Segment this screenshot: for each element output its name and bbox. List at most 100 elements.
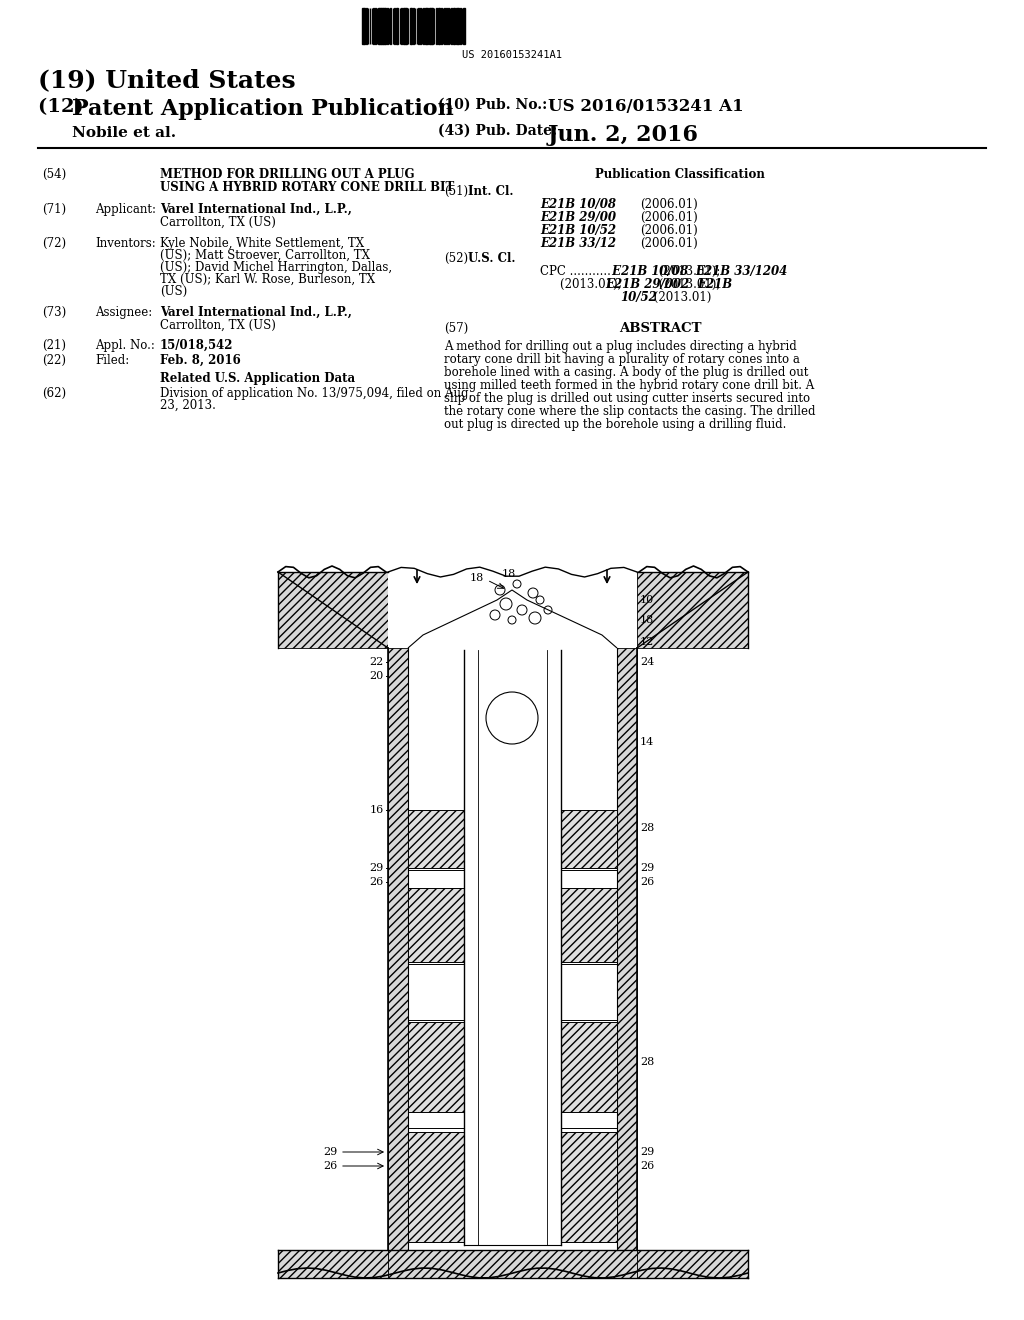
Text: rotary cone drill bit having a plurality of rotary cones into a: rotary cone drill bit having a plurality… [444,352,800,366]
Text: Feb. 8, 2016: Feb. 8, 2016 [160,354,241,367]
Text: Varel International Ind., L.P.,: Varel International Ind., L.P., [160,306,352,319]
Polygon shape [637,572,748,648]
Text: (51): (51) [444,185,468,198]
Bar [456,8,458,44]
Text: (US); David Michel Harrington, Dallas,: (US); David Michel Harrington, Dallas, [160,261,392,275]
Text: U.S. Cl.: U.S. Cl. [468,252,515,265]
Bar [426,8,428,44]
Text: (73): (73) [42,306,67,319]
Text: the rotary cone where the slip contacts the casing. The drilled: the rotary cone where the slip contacts … [444,405,815,418]
Text: ABSTRACT: ABSTRACT [618,322,701,335]
Text: (54): (54) [42,168,67,181]
Bar [373,8,374,44]
Text: TX (US); Karl W. Rose, Burleson, TX: TX (US); Karl W. Rose, Burleson, TX [160,273,375,286]
Text: (21): (21) [42,339,66,352]
Text: US 2016/0153241 A1: US 2016/0153241 A1 [548,98,743,115]
Text: 10: 10 [640,595,654,605]
Text: Related U.S. Application Data: Related U.S. Application Data [160,372,355,385]
Text: E21B 33/12: E21B 33/12 [540,238,616,249]
Text: E21B 10/52: E21B 10/52 [540,224,616,238]
Text: Jun. 2, 2016: Jun. 2, 2016 [548,124,699,147]
Text: 29: 29 [324,1147,338,1158]
Bar [394,8,395,44]
Polygon shape [408,648,617,1250]
Bar [404,8,406,44]
Text: (62): (62) [42,387,67,400]
Polygon shape [617,648,637,1250]
Text: (2006.01): (2006.01) [640,211,697,224]
Text: 26: 26 [640,1162,654,1171]
Text: Patent Application Publication: Patent Application Publication [72,98,454,120]
Bar [447,8,449,44]
Text: (US): (US) [160,285,187,298]
Polygon shape [408,888,464,962]
Bar [430,8,431,44]
Bar [432,8,433,44]
Text: 16: 16 [370,805,384,814]
Text: slip of the plug is drilled out using cutter inserts secured into: slip of the plug is drilled out using cu… [444,392,810,405]
Text: 15/018,542: 15/018,542 [160,339,233,352]
Text: Kyle Nobile, White Settlement, TX: Kyle Nobile, White Settlement, TX [160,238,365,249]
Text: (2006.01): (2006.01) [640,224,697,238]
Text: Filed:: Filed: [95,354,129,367]
Text: (43) Pub. Date:: (43) Pub. Date: [438,124,557,139]
Text: 29: 29 [640,863,654,873]
Text: (72): (72) [42,238,67,249]
Bar [381,8,383,44]
Text: (US); Matt Stroever, Carrollton, TX: (US); Matt Stroever, Carrollton, TX [160,249,370,261]
Bar [420,8,421,44]
Polygon shape [561,1022,617,1111]
Bar [445,8,447,44]
Text: USING A HYBRID ROTARY CONE DRILL BIT: USING A HYBRID ROTARY CONE DRILL BIT [160,181,455,194]
Text: 24: 24 [640,657,654,667]
Bar [418,8,420,44]
Polygon shape [637,1250,748,1278]
Text: out plug is directed up the borehole using a drilling fluid.: out plug is directed up the borehole usi… [444,418,786,432]
Text: Applicant:: Applicant: [95,203,156,216]
Polygon shape [408,810,464,869]
Text: 26: 26 [324,1162,338,1171]
Bar [412,8,413,44]
Text: CPC ...........: CPC ........... [540,265,611,279]
Text: Carrollton, TX (US): Carrollton, TX (US) [160,216,275,228]
Text: E21B 10/08: E21B 10/08 [540,198,616,211]
Polygon shape [408,1022,464,1111]
Bar [383,8,385,44]
Text: US 20160153241A1: US 20160153241A1 [462,50,562,59]
Polygon shape [561,888,617,962]
Bar [390,8,391,44]
Text: METHOD FOR DRILLING OUT A PLUG: METHOD FOR DRILLING OUT A PLUG [160,168,415,181]
Text: (19) United States: (19) United States [38,69,296,92]
Text: 26: 26 [640,876,654,887]
Text: borehole lined with a casing. A body of the plug is drilled out: borehole lined with a casing. A body of … [444,366,808,379]
Text: (10) Pub. No.:: (10) Pub. No.: [438,98,547,112]
Polygon shape [388,1250,637,1278]
Text: 23, 2013.: 23, 2013. [160,399,216,412]
Text: Inventors:: Inventors: [95,238,156,249]
Text: E21B 10/08: E21B 10/08 [608,265,688,279]
Text: using milled teeth formed in the hybrid rotary cone drill bit. A: using milled teeth formed in the hybrid … [444,379,814,392]
Text: E21B 33/1204: E21B 33/1204 [695,265,787,279]
Text: A method for drilling out a plug includes directing a hybrid: A method for drilling out a plug include… [444,341,797,352]
Text: 29: 29 [640,1147,654,1158]
Text: Varel International Ind., L.P.,: Varel International Ind., L.P., [160,203,352,216]
Text: 28: 28 [640,1057,654,1067]
Text: Nobile et al.: Nobile et al. [72,125,176,140]
Text: (12): (12) [38,98,90,116]
Text: 18: 18 [640,615,654,624]
Polygon shape [561,1133,617,1242]
Text: (57): (57) [444,322,468,335]
Bar [375,8,376,44]
Text: 26: 26 [370,876,384,887]
Bar [362,8,364,44]
Text: 28: 28 [640,822,654,833]
Text: Publication Classification: Publication Classification [595,168,765,181]
Text: 29: 29 [370,863,384,873]
Bar [439,8,440,44]
Text: 22: 22 [370,657,384,667]
Text: E21B: E21B [697,279,732,290]
Text: Carrollton, TX (US): Carrollton, TX (US) [160,319,275,333]
Text: (52): (52) [444,252,468,265]
Bar [366,8,368,44]
Bar [441,8,442,44]
